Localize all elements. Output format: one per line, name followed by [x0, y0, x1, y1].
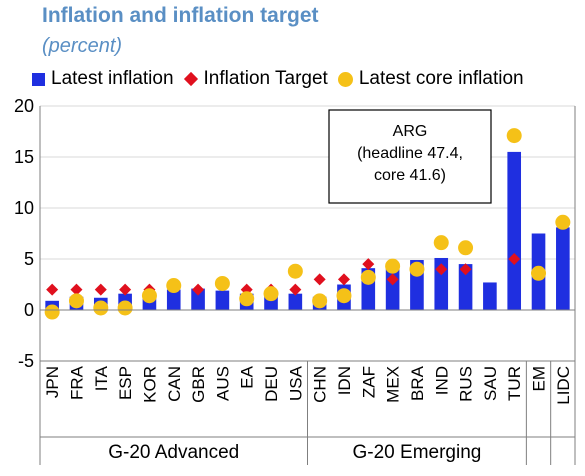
core-deu	[263, 286, 279, 302]
y-tick-label: 5	[24, 249, 34, 269]
core-mex	[385, 258, 401, 274]
annotation-line: (headline 47.4,	[357, 145, 463, 162]
plot-frame	[39, 106, 576, 465]
core-kor	[141, 288, 157, 304]
legend: Latest inflation Inflation Target Latest…	[32, 68, 534, 90]
legend-item-latest-inflation: Latest inflation	[32, 68, 174, 90]
legend-label-inflation-target: Inflation Target	[203, 68, 328, 89]
chart-subtitle: (percent)	[42, 35, 123, 57]
x-axis-category-labels: JPN FRA ITA ESP KOR CAN GBR AUS EA DEU USA CHN IDN ZA…	[43, 365, 573, 404]
x-tick-label: IDN	[335, 366, 354, 395]
target-jpn	[46, 283, 59, 296]
target-ita	[94, 283, 107, 296]
legend-label-latest-inflation: Latest inflation	[51, 68, 174, 89]
legend-bar-swatch	[32, 72, 45, 86]
gridlines	[40, 105, 575, 362]
x-tick-label: CHN	[311, 366, 330, 403]
core-em	[531, 265, 547, 281]
x-tick-label: FRA	[67, 365, 86, 400]
bar-usa	[288, 293, 303, 310]
x-tick-label: DEU	[262, 366, 281, 402]
core-ind	[433, 235, 449, 251]
core-aus	[214, 275, 230, 291]
core-jpn	[44, 304, 60, 320]
x-tick-label: ZAF	[359, 366, 378, 398]
core-usa	[287, 263, 303, 279]
y-tick-label: 15	[14, 147, 34, 167]
bar-aus	[215, 290, 230, 310]
chart-title: Inflation and inflation target	[42, 4, 319, 27]
target-ind	[435, 263, 448, 276]
bar-mex	[385, 265, 400, 310]
annotation-line: ARG	[393, 123, 428, 140]
x-tick-label: IND	[432, 366, 451, 395]
core-bra	[409, 261, 425, 277]
y-tick-label: -5	[18, 351, 34, 371]
bar-can	[166, 289, 181, 310]
target-tur	[508, 253, 521, 265]
target-idn	[337, 273, 350, 286]
group-label: G-20 Advanced	[108, 442, 239, 463]
legend-dot-swatch	[337, 71, 353, 87]
target-usa	[289, 283, 302, 296]
annotation-arg: ARG (headline 47.4, core 41.6)	[328, 109, 492, 204]
core-esp	[117, 300, 133, 316]
x-tick-label: EA	[238, 365, 257, 388]
x-tick-label: JPN	[43, 366, 62, 398]
group-label: G-20 Emerging	[353, 442, 482, 463]
x-tick-label: ESP	[116, 366, 135, 400]
target-mex	[386, 273, 399, 286]
target-fra	[70, 283, 83, 296]
legend-label-core-inflation: Latest core inflation	[358, 68, 524, 89]
annotation-box	[328, 109, 492, 204]
legend-item-inflation-target: Inflation Target	[183, 68, 328, 90]
bar-tur	[507, 151, 522, 310]
x-tick-label: SAU	[481, 366, 500, 401]
legend-item-core-inflation: Latest core inflation	[337, 68, 524, 90]
core-fra	[68, 293, 84, 309]
core-lidc	[555, 214, 571, 230]
markers-core-inflation	[44, 128, 571, 320]
core-tur	[506, 128, 522, 144]
bar-sau	[483, 282, 497, 310]
x-axis-group-labels: G-20 Advanced G-20 Emerging	[108, 442, 481, 463]
core-chn	[312, 293, 328, 309]
core-zaf	[360, 269, 376, 285]
x-tick-label: KOR	[140, 366, 159, 403]
y-axis-ticks: 20 15 10 5 0 -5	[14, 96, 34, 371]
x-tick-label: AUS	[213, 366, 232, 401]
target-rus	[459, 263, 472, 276]
core-ita	[93, 300, 109, 316]
target-chn	[313, 273, 326, 286]
x-tick-label: TUR	[505, 366, 524, 401]
annotation-line: core 41.6)	[374, 167, 446, 184]
core-ea	[239, 291, 255, 307]
y-tick-label: 10	[14, 198, 34, 218]
bar-rus	[458, 264, 473, 310]
bar-lidc	[556, 227, 570, 310]
x-tick-label: RUS	[457, 366, 476, 402]
x-tick-label: LIDC	[554, 366, 573, 405]
target-esp	[119, 283, 132, 296]
x-tick-label: EM	[530, 366, 549, 392]
core-idn	[336, 288, 352, 304]
target-gbr	[192, 283, 205, 296]
x-tick-label: ITA	[92, 365, 111, 391]
x-tick-label: GBR	[189, 366, 208, 403]
y-tick-label: 0	[24, 300, 34, 320]
x-tick-label: MEX	[384, 366, 403, 403]
x-tick-label: CAN	[165, 366, 184, 402]
x-tick-label: USA	[286, 365, 305, 401]
target-zaf	[362, 258, 375, 271]
bar-gbr	[191, 288, 205, 310]
x-tick-label: BRA	[408, 365, 427, 401]
core-can	[166, 278, 182, 294]
y-tick-label: 20	[14, 96, 34, 116]
core-rus	[458, 240, 474, 256]
